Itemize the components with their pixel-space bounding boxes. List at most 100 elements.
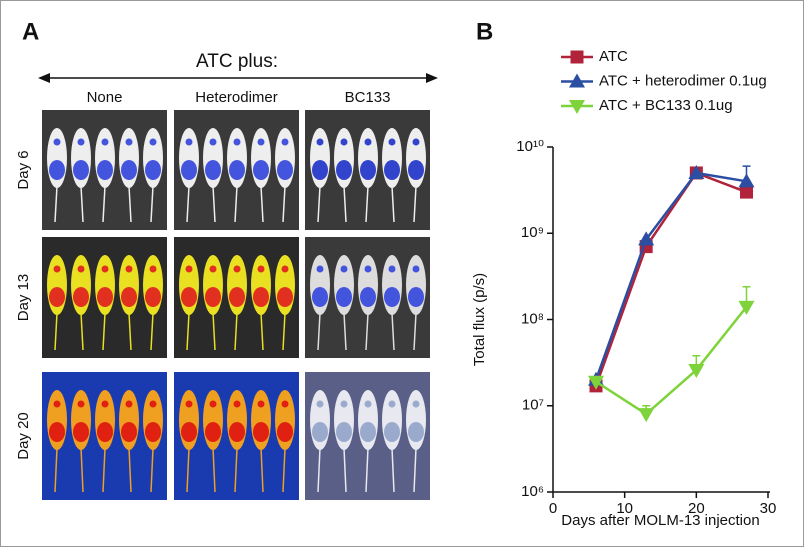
mouse-signal	[233, 138, 241, 146]
mouse-signal	[233, 265, 241, 273]
mouse-tail	[234, 312, 238, 351]
mouse-tail	[343, 447, 347, 493]
mouse-signal	[205, 287, 221, 307]
mouse-image	[42, 110, 167, 230]
y-tick-label: 10⁹	[521, 224, 544, 241]
y-tick-label: 10⁶	[521, 483, 544, 500]
mouse-signal	[364, 138, 372, 146]
mouse-tail	[234, 447, 238, 493]
mouse-tail	[54, 312, 58, 351]
x-tick-label: 30	[760, 500, 777, 517]
mouse-tail	[150, 312, 154, 351]
mouse-signal	[77, 138, 85, 146]
mouse-tail	[234, 185, 238, 223]
mouse-tail	[282, 185, 286, 223]
mouse-tail	[212, 185, 216, 223]
marker	[738, 173, 755, 188]
mouse-signal	[281, 400, 289, 408]
marker	[740, 185, 753, 199]
mouse-tail	[212, 447, 216, 493]
mouse-image	[42, 372, 167, 500]
mouse-tail	[102, 185, 106, 223]
mouse-tail	[128, 447, 132, 493]
legend-label: ATC + BC133 0.1ug	[599, 97, 733, 114]
mouse-signal	[53, 265, 61, 273]
mouse-tail	[391, 312, 395, 351]
legend-marker	[569, 100, 585, 114]
mouse-signal	[185, 400, 193, 408]
mouse-signal	[121, 160, 137, 180]
mouse-signal	[181, 422, 197, 442]
legend-marker	[569, 73, 585, 88]
mouse-image	[174, 237, 299, 358]
marker	[638, 231, 655, 246]
mouse-signal	[340, 138, 348, 146]
row-label: Day 20	[15, 412, 32, 460]
mouse-signal	[257, 400, 265, 408]
mouse-signal	[209, 265, 217, 273]
mouse-signal	[253, 287, 269, 307]
mouse-signal	[149, 138, 157, 146]
mouse-signal	[209, 400, 217, 408]
mouse-tail	[54, 185, 58, 223]
mouse-image	[305, 237, 430, 358]
mouse-signal	[336, 287, 352, 307]
row-label: Day 13	[15, 274, 32, 322]
mouse-signal	[101, 138, 109, 146]
mouse-signal	[77, 265, 85, 273]
column-label: Heterodimer	[195, 89, 278, 106]
mouse-tail	[102, 447, 106, 493]
mouse-tail	[54, 447, 58, 493]
x-axis-label: Days after MOLM-13 injection	[561, 512, 759, 529]
mouse-signal	[205, 422, 221, 442]
mouse-tail	[282, 447, 286, 493]
mouse-signal	[384, 422, 400, 442]
mouse-signal	[49, 422, 65, 442]
x-tick-label: 20	[688, 500, 705, 517]
mouse-tail	[317, 447, 321, 493]
mouse-tail	[150, 447, 154, 493]
mouse-signal	[408, 422, 424, 442]
panel-label: B	[476, 18, 493, 45]
mouse-tail	[413, 447, 417, 493]
mouse-signal	[412, 265, 420, 273]
mouse-tail	[413, 312, 417, 351]
mouse-signal	[316, 400, 324, 408]
mouse-signal	[149, 265, 157, 273]
mouse-tail	[80, 447, 84, 493]
panel-title: ATC plus:	[196, 51, 278, 72]
mouse-tail	[317, 312, 321, 351]
y-tick-label: 10⁸	[521, 310, 544, 327]
column-label: None	[87, 89, 123, 106]
x-tick-label: 10	[616, 500, 633, 517]
mouse-signal	[145, 160, 161, 180]
mouse-signal	[53, 400, 61, 408]
mouse-signal	[97, 422, 113, 442]
mouse-signal	[277, 422, 293, 442]
mouse-signal	[277, 287, 293, 307]
mouse-signal	[121, 422, 137, 442]
mouse-signal	[145, 287, 161, 307]
mouse-signal	[253, 422, 269, 442]
mouse-signal	[185, 265, 193, 273]
mouse-signal	[360, 422, 376, 442]
mouse-tail	[128, 185, 132, 223]
mouse-signal	[360, 287, 376, 307]
mouse-signal	[388, 265, 396, 273]
mouse-tail	[80, 312, 84, 351]
mouse-signal	[408, 160, 424, 180]
marker	[688, 363, 705, 378]
mouse-signal	[340, 265, 348, 273]
mouse-signal	[388, 400, 396, 408]
mouse-signal	[312, 160, 328, 180]
mouse-signal	[384, 160, 400, 180]
mouse-signal	[340, 400, 348, 408]
arrow	[38, 73, 438, 83]
mouse-tail	[80, 185, 84, 223]
y-axis-label: Total flux (p/s)	[471, 273, 488, 366]
mouse-image	[42, 237, 167, 358]
mouse-tail	[150, 185, 154, 223]
mouse-signal	[336, 160, 352, 180]
mouse-signal	[181, 160, 197, 180]
mouse-signal	[316, 138, 324, 146]
